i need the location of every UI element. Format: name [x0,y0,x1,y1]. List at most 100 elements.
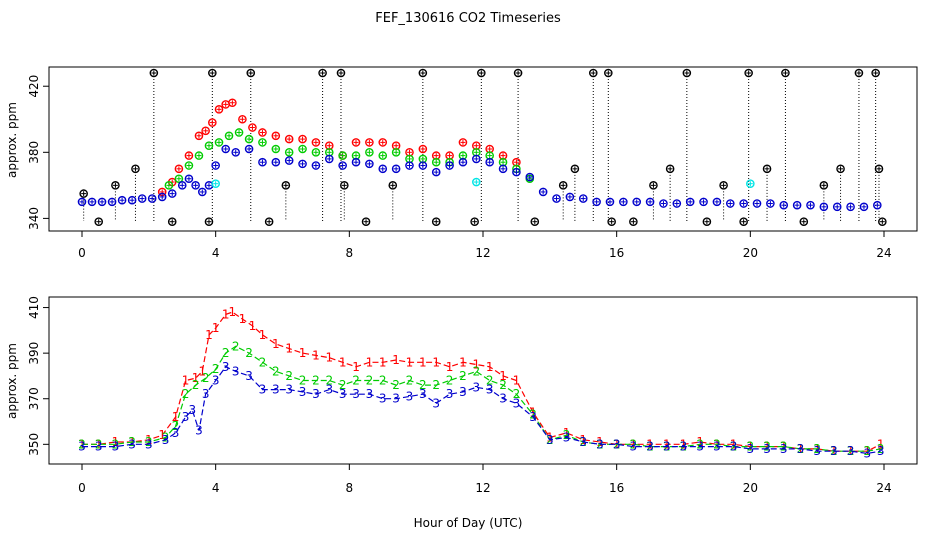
series-0-point [246,68,256,78]
series-3-point [752,199,762,208]
x-tick-label: 4 [212,246,220,260]
series-0-point: 1 [663,437,671,451]
series-2-point: 3 [579,435,587,449]
series-1-point: 2 [128,435,136,449]
series-4-point [472,177,481,187]
series-2-point: 3 [162,433,170,447]
series-0-point [318,68,327,78]
series-1-point: 2 [630,437,638,451]
series-3-point [498,164,508,174]
series-2-point: 3 [312,387,320,401]
series-2-point [214,138,224,147]
series-2-point [164,181,174,190]
series-3-point [137,194,147,203]
series-1-point: 2 [863,444,871,458]
series-2-point: 3 [339,387,347,401]
series-0-point [854,68,864,78]
series-0-point [79,189,88,198]
series-0-point: 1 [145,433,153,447]
top-panel: 0 4 8 12 16 20 24 340 380 420 approx. ppm [5,66,918,260]
series-0-point: 1 [446,360,454,374]
series-0-point: 1 [780,440,788,454]
x-tick-label: 16 [609,481,624,495]
series-1-point [201,126,210,136]
series-2-point: 3 [797,442,805,456]
series-3-point [147,194,157,203]
series-3-point [351,157,361,167]
series-1-point: 2 [513,387,521,401]
series-1-point: 2 [172,419,180,433]
series-2-point: 3 [513,396,521,410]
series-2-point [431,157,441,167]
figure-title: FEF_130616 CO2 Timeseries [375,11,561,26]
series-1-point: 2 [212,362,220,376]
series-3-point [458,157,468,167]
series-3-point [271,157,281,167]
series-3-point [221,144,230,154]
series-1-point: 2 [780,440,788,454]
series-0-point: 1 [696,435,704,449]
series-3-point [107,197,117,207]
series-0-point [167,217,177,226]
y-tick-label: 350 [27,433,41,456]
series-3-point [538,187,548,197]
series-1-point [214,105,224,114]
series-2-point: 3 [222,360,230,374]
series-0-point: 1 [212,321,220,335]
series-2-point [391,148,401,157]
series-1-point: 2 [486,374,494,388]
series-0-point [149,68,159,78]
series-3-point [472,154,481,164]
series-3-point [512,167,521,177]
series-2-point: 3 [446,387,454,401]
series-1-point: 2 [162,430,170,444]
series-0-point: 1 [406,355,414,369]
series-0-point: 1 [432,355,440,369]
series-1-point: 2 [730,440,738,454]
series-3-point [605,197,615,207]
series-2-point: 3 [613,437,621,451]
series-2-point [258,138,267,147]
series-0-point: 1 [646,437,654,451]
series-0-point [94,217,104,226]
x-tick-label: 0 [78,481,86,495]
series-2-point [338,151,347,160]
series-3-point [418,161,428,170]
x-tick-label: 12 [475,481,490,495]
series-0-point [570,164,580,174]
series-2-point: 3 [202,387,210,401]
series-2-point: 3 [128,437,136,451]
series-line-0 [82,311,881,452]
series-2-point: 3 [406,389,414,403]
y-tick-label: 410 [27,296,41,319]
series-2-point: 3 [646,440,654,454]
series-line-1 [82,345,881,452]
series-1-point [208,118,217,127]
series-2-point: 3 [78,440,86,454]
series-1-point: 2 [78,437,86,451]
x-axis-label: Hour of Day (UTC) [414,516,523,530]
series-1-point: 2 [145,435,153,449]
series-1-point [194,131,204,141]
series-2-point: 3 [696,440,704,454]
series-2-point: 3 [630,440,638,454]
series-1-point: 2 [696,437,704,451]
series-2-point: 3 [596,437,604,451]
series-3-point [552,194,561,203]
series-3-point [672,199,682,208]
x-tick-label: 24 [876,246,891,260]
series-0-point: 1 [182,374,190,388]
series-3-point [832,202,842,212]
series-0-point [204,217,214,226]
series-2-point: 3 [663,440,671,454]
series-1-point: 2 [446,374,454,388]
series-1-point: 2 [182,387,190,401]
series-3-point [284,156,294,165]
series-1-point: 2 [472,364,480,378]
series-1-point: 2 [339,378,347,392]
series-2-point [194,151,204,160]
series-2-point [184,161,194,170]
series-2-point: 3 [847,444,855,458]
series-0-point: 1 [379,355,387,369]
